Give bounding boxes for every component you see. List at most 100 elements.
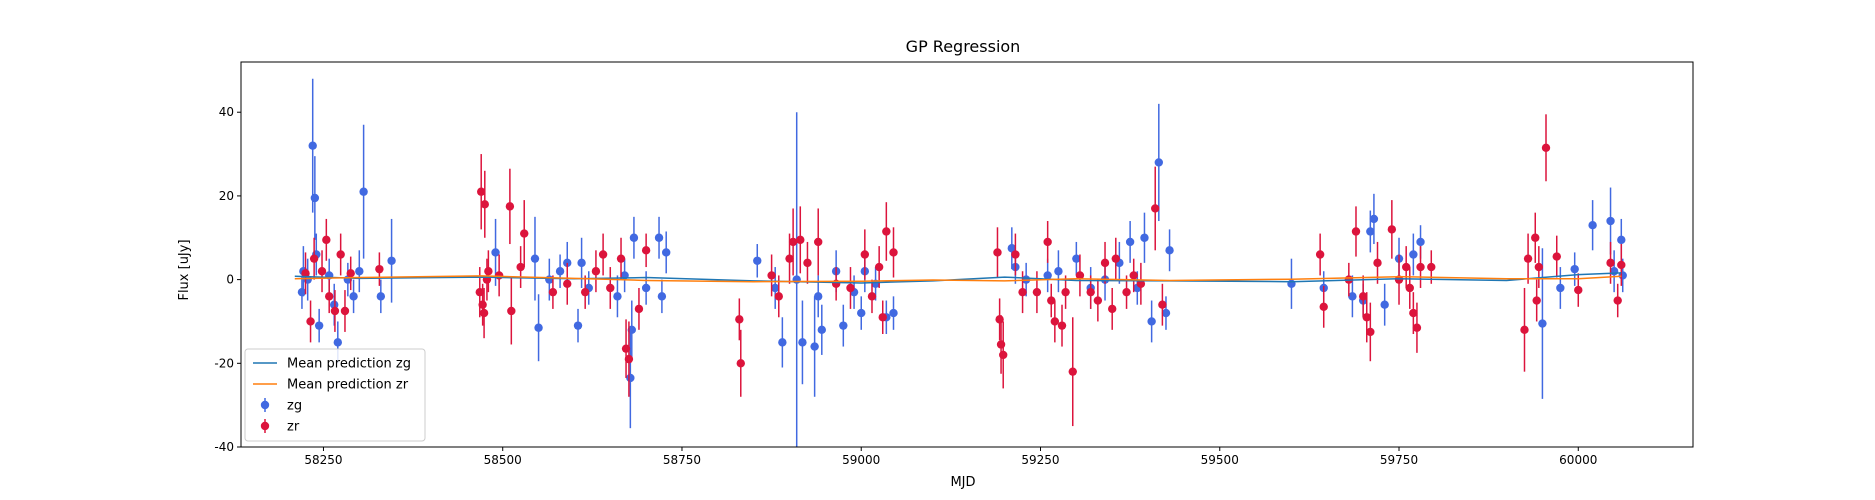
zg-point — [355, 267, 364, 276]
zr-point — [1606, 258, 1615, 268]
zr-point — [1122, 287, 1131, 297]
zr-point — [1061, 287, 1070, 297]
zr-point — [993, 248, 1002, 257]
line-mean-prediction-zg — [294, 272, 1622, 284]
zg-point — [857, 308, 866, 318]
zr-point — [475, 287, 484, 297]
zr-point — [520, 229, 529, 238]
zg-point — [491, 248, 500, 257]
zg-point — [753, 256, 762, 265]
zr-point — [767, 271, 776, 280]
series-zg — [297, 78, 1627, 447]
zg-point — [1125, 237, 1135, 247]
zr-point — [1043, 237, 1052, 247]
zg-point — [1140, 233, 1149, 242]
zr-point — [479, 308, 489, 318]
zr-point — [1531, 233, 1540, 242]
zg-point — [770, 283, 780, 293]
zg-point — [534, 323, 543, 332]
zr-point — [878, 313, 887, 322]
zr-point — [1409, 308, 1418, 318]
zr-point — [301, 269, 310, 278]
x-tick-label: 59000 — [842, 453, 880, 467]
zr-point — [1047, 296, 1056, 305]
y-tick-label: 40 — [219, 105, 234, 119]
y-tick-label: -40 — [214, 440, 234, 454]
zg-point — [1287, 279, 1296, 288]
zg-point — [530, 254, 540, 263]
zr-point — [1086, 287, 1095, 297]
y-tick-label: 0 — [226, 273, 234, 287]
zr-point — [1351, 227, 1361, 236]
zg-point — [814, 292, 823, 301]
zr-point — [1111, 254, 1120, 263]
x-tick-label: 59500 — [1201, 453, 1239, 467]
zg-point — [613, 292, 622, 301]
legend-label: zg — [287, 399, 302, 414]
zg-point — [1154, 158, 1164, 167]
x-tick-label: 58250 — [304, 453, 342, 467]
zg-point — [654, 233, 664, 242]
zr-point — [1613, 296, 1622, 305]
zr-point — [867, 292, 877, 301]
zg-point — [627, 325, 636, 335]
legend-point-swatch — [260, 421, 270, 431]
zr-point — [1617, 260, 1626, 270]
line-mean-prediction-zr — [294, 275, 1622, 283]
zg-point — [629, 233, 639, 242]
zr-point — [1032, 287, 1042, 297]
zg-point — [626, 373, 635, 383]
zr-point — [621, 344, 631, 353]
zr-point — [346, 269, 355, 278]
plot-frame — [240, 61, 1694, 448]
zr-point — [1358, 292, 1368, 301]
zr-point — [889, 248, 898, 257]
zr-point — [494, 271, 504, 280]
y-tick-label: 20 — [219, 189, 234, 203]
zr-point — [1093, 296, 1103, 305]
zr-point — [860, 250, 870, 259]
zr-point — [1373, 258, 1382, 268]
zr-point — [606, 283, 615, 293]
zr-point — [774, 292, 783, 301]
zg-point — [333, 338, 342, 347]
legend-label: Mean prediction zr — [287, 378, 409, 393]
zg-point — [1165, 246, 1174, 255]
legend: Mean prediction zg Mean prediction zr zg zr — [244, 348, 426, 442]
zr-point — [1574, 285, 1583, 295]
zr-point — [336, 250, 345, 259]
zg-point — [376, 292, 386, 301]
zr-point — [1129, 271, 1138, 280]
y-axis-label: Flux [uJy] — [177, 239, 192, 300]
zr-point — [1075, 271, 1085, 280]
zg-point — [889, 308, 898, 318]
zg-point — [1409, 250, 1418, 259]
zg-point — [577, 258, 586, 268]
zr-point — [591, 267, 601, 276]
zr-point — [324, 292, 334, 301]
zr-point — [1319, 302, 1328, 312]
zr-point — [1427, 262, 1436, 272]
zg-point — [573, 321, 583, 330]
x-tick-label: 60000 — [1559, 453, 1597, 467]
zr-point — [1534, 262, 1544, 272]
zg-point — [662, 248, 671, 257]
zr-point — [846, 283, 855, 293]
zg-point — [798, 338, 807, 347]
zg-point — [310, 193, 320, 203]
zg-point — [817, 325, 826, 335]
chart-title: GP Regression — [906, 37, 1021, 56]
zg-point — [1606, 216, 1615, 226]
zr-point — [580, 287, 590, 297]
zr-point — [478, 300, 487, 309]
zg-point — [308, 141, 317, 150]
zr-point — [317, 267, 327, 276]
axes: 58250 58500 58750 59000 59250 59500 59750 60000… — [214, 61, 1694, 467]
zr-point — [785, 254, 794, 263]
zg-point — [1588, 221, 1597, 230]
zg-point — [555, 267, 565, 276]
zr-point — [1100, 258, 1110, 268]
zg-point — [778, 338, 787, 347]
legend-label: Mean prediction zg — [287, 357, 411, 372]
x-axis-label: MJD — [950, 475, 975, 490]
